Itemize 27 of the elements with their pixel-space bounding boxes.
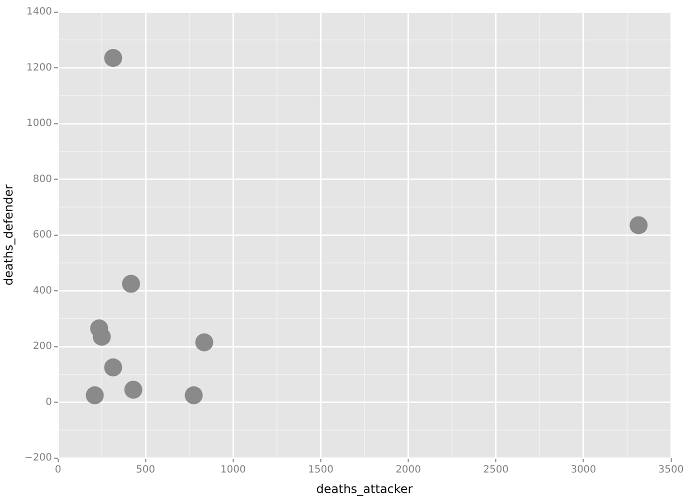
y-tick-label: −200 [24, 452, 52, 464]
y-tick-label: 1000 [26, 118, 52, 130]
y-tick-label: 600 [32, 230, 52, 241]
x-tick-label: 3500 [658, 464, 684, 476]
x-tick-label: 0 [54, 464, 62, 476]
point [104, 358, 122, 376]
y-tick-label: 400 [32, 285, 52, 296]
x-tick-label: 2500 [483, 464, 509, 476]
y-tick-label: 0 [46, 396, 52, 408]
x-tick-label: 3000 [570, 464, 596, 476]
y-tick-label: 800 [32, 174, 52, 185]
point [124, 380, 142, 399]
y-tick-label: 1200 [26, 62, 52, 74]
x-tick-label: 2000 [396, 464, 422, 476]
x-axis-title: deaths_attacker [316, 482, 413, 496]
y-axis-title: deaths_defender [1, 184, 16, 286]
point [195, 333, 214, 352]
point [104, 48, 122, 67]
point [86, 386, 104, 404]
x-tick-label: 1000 [220, 464, 246, 476]
y-tick-label: 1400 [26, 6, 52, 18]
point [122, 274, 140, 293]
point [184, 386, 203, 404]
y-tick-label: 200 [32, 341, 52, 352]
x-tick-label: 1500 [308, 464, 334, 476]
x-tick-label: 500 [136, 464, 156, 476]
point [630, 216, 648, 234]
